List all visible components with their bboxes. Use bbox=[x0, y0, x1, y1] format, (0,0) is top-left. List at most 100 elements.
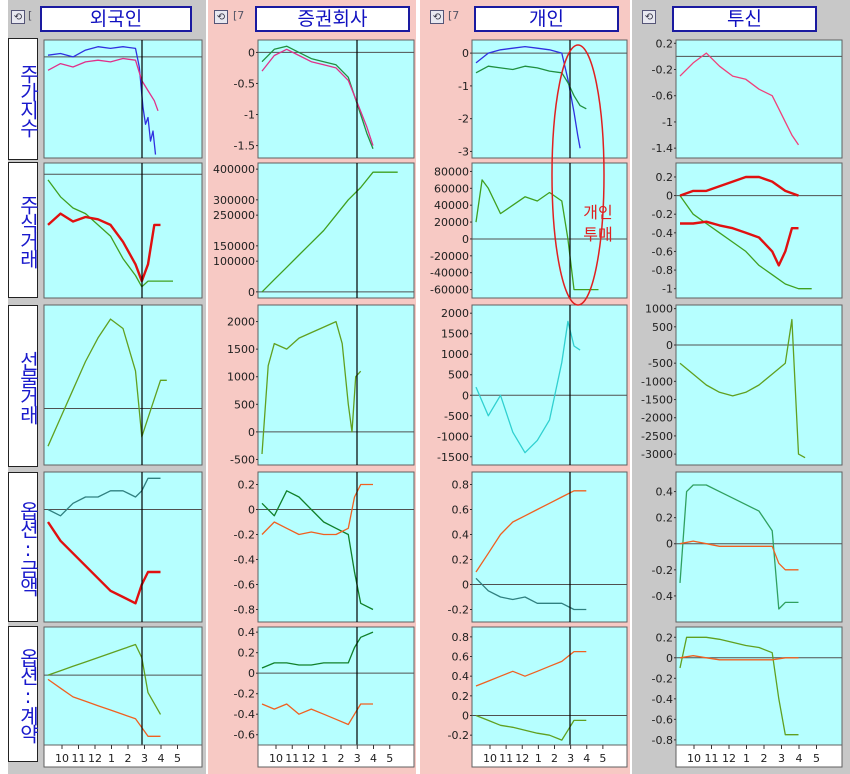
panel-c1r1 bbox=[257, 162, 415, 299]
panel-c0r4 bbox=[43, 626, 203, 746]
y-tick-label-c2r1-3: 20000 bbox=[434, 216, 469, 229]
y-tick-label-c2r3-5: -0.2 bbox=[448, 604, 469, 617]
y-tick-label-c3r1-3: -0.4 bbox=[652, 227, 673, 240]
x-tick-label-c3-3: 1 bbox=[743, 752, 750, 765]
panel-c3r1 bbox=[675, 162, 843, 299]
series-line-c1r0-1 bbox=[261, 48, 374, 146]
series-line-c2r0-1 bbox=[475, 65, 587, 110]
panel-c3r0 bbox=[675, 39, 843, 159]
series-line-c0r4-0 bbox=[47, 643, 162, 715]
row-label-option-amount: 옵션:금액 bbox=[8, 472, 40, 622]
y-tick-label-c2r0-2: -2 bbox=[458, 113, 469, 126]
x-tick-label-c1-2: 12 bbox=[302, 752, 316, 765]
panel-c1r0 bbox=[257, 39, 415, 159]
series-line-c1r1-0 bbox=[261, 171, 398, 293]
y-tick-label-c2r1-5: -20000 bbox=[430, 250, 469, 263]
window-icon-1[interactable]: ⟲ bbox=[11, 10, 25, 24]
series-line-c2r0-0 bbox=[475, 45, 581, 149]
y-tick-label-c3r0-1: -0.2 bbox=[652, 64, 673, 77]
x-tick-label-c1-4: 2 bbox=[338, 752, 345, 765]
y-tick-label-c3r2-2: 0 bbox=[666, 339, 673, 352]
x-tick-label-c0-4: 2 bbox=[125, 752, 132, 765]
y-tick-label-c3r4-4: -0.6 bbox=[652, 713, 673, 726]
panel-c2r4 bbox=[471, 626, 628, 746]
y-tick-label-c2r4-2: 0.4 bbox=[452, 670, 470, 683]
x-tick-label-c2-4: 2 bbox=[551, 752, 558, 765]
y-tick-label-c1r4-5: -0.6 bbox=[234, 729, 255, 742]
y-tick-label-c1r3-4: -0.6 bbox=[234, 579, 255, 592]
y-tick-label-c3r2-8: -3000 bbox=[641, 448, 673, 461]
x-tick-label-c0-2: 12 bbox=[88, 752, 102, 765]
series-line-c0r1-0 bbox=[47, 179, 173, 288]
y-tick-label-c3r4-1: 0 bbox=[666, 652, 673, 665]
y-tick-label-c3r2-6: -2000 bbox=[641, 412, 673, 425]
y-tick-label-c3r4-2: -0.2 bbox=[652, 672, 673, 685]
x-tick-label-c3-2: 12 bbox=[722, 752, 736, 765]
series-line-c0r4-1 bbox=[47, 678, 161, 737]
series-line-c2r3-0 bbox=[475, 490, 587, 573]
y-tick-label-c3r1-5: -0.8 bbox=[652, 264, 673, 277]
y-tick-label-c2r3-3: 0.2 bbox=[452, 554, 470, 567]
y-tick-label-c3r1-6: -1 bbox=[662, 283, 673, 296]
y-tick-label-c3r0-4: -1.4 bbox=[652, 142, 673, 155]
y-tick-label-c2r4-3: 0.2 bbox=[452, 690, 470, 703]
panel-c3r4 bbox=[675, 626, 843, 746]
y-tick-label-c1r1-2: 150000 bbox=[213, 240, 255, 253]
series-line-c0r0-0 bbox=[47, 46, 157, 155]
y-tick-label-c2r4-5: -0.2 bbox=[448, 729, 469, 742]
y-tick-label-c1r4-0: 0.4 bbox=[238, 626, 256, 639]
y-tick-label-c1r1-1: 100000 bbox=[213, 255, 255, 268]
y-tick-label-c2r1-2: 40000 bbox=[434, 199, 469, 212]
y-tick-label-c2r0-1: -1 bbox=[458, 80, 469, 93]
y-tick-label-c1r4-4: -0.4 bbox=[234, 708, 255, 721]
y-tick-label-c3r3-4: -0.4 bbox=[652, 590, 673, 603]
x-tick-label-c1-6: 4 bbox=[370, 752, 377, 765]
window-icon-3[interactable]: ⟲ bbox=[430, 10, 444, 24]
x-tick-label-c3-6: 4 bbox=[796, 752, 803, 765]
y-tick-label-c3r0-2: -0.6 bbox=[652, 90, 673, 103]
panel-c1r3 bbox=[257, 471, 415, 623]
y-tick-label-c2r2-0: 2000 bbox=[441, 307, 469, 320]
y-tick-label-c2r4-0: 0.8 bbox=[452, 631, 470, 644]
y-tick-label-c2r2-7: -1500 bbox=[437, 451, 469, 464]
y-tick-label-c1r2-3: 500 bbox=[234, 398, 255, 411]
panel-c1r4 bbox=[257, 626, 415, 746]
window-icon-4[interactable]: ⟲ bbox=[642, 10, 656, 24]
y-tick-label-c2r3-2: 0.4 bbox=[452, 529, 470, 542]
x-tick-label-c3-4: 2 bbox=[761, 752, 768, 765]
series-line-c3r3-0 bbox=[679, 484, 799, 610]
column-title-individual: 개인 bbox=[474, 6, 619, 32]
x-tick-label-c2-5: 3 bbox=[567, 752, 574, 765]
panel-c2r3 bbox=[471, 471, 628, 623]
y-tick-label-c3r1-0: 0.2 bbox=[656, 171, 674, 184]
series-line-c3r4-1 bbox=[679, 655, 799, 661]
series-line-c3r2-0 bbox=[679, 318, 806, 459]
x-tick-label-c0-6: 4 bbox=[158, 752, 165, 765]
x-axis-strip-c0 bbox=[43, 744, 203, 768]
x-tick-label-c0-3: 1 bbox=[108, 752, 115, 765]
panel-c2r2 bbox=[471, 304, 628, 466]
y-tick-label-c1r1-3: 250000 bbox=[213, 209, 255, 222]
y-tick-label-c3r2-7: -2500 bbox=[641, 430, 673, 443]
y-tick-label-c1r2-1: 1500 bbox=[227, 343, 255, 356]
panel-c0r2 bbox=[43, 304, 203, 466]
y-tick-label-c1r0-3: -1.5 bbox=[234, 140, 255, 153]
y-tick-label-c3r1-4: -0.6 bbox=[652, 245, 673, 258]
x-tick-label-c3-5: 3 bbox=[778, 752, 785, 765]
series-line-c0r3-1 bbox=[47, 521, 161, 605]
x-axis-strip-c3 bbox=[675, 744, 843, 768]
x-tick-label-c1-1: 11 bbox=[285, 752, 299, 765]
column-title-foreigner: 외국인 bbox=[40, 6, 192, 32]
panel-c0r1 bbox=[43, 162, 203, 299]
y-tick-label-c1r4-2: 0 bbox=[248, 667, 255, 680]
y-tick-label-c1r4-3: -0.2 bbox=[234, 688, 255, 701]
x-tick-label-c1-3: 1 bbox=[321, 752, 328, 765]
y-tick-label-c3r4-3: -0.4 bbox=[652, 693, 673, 706]
series-line-c3r4-0 bbox=[679, 636, 799, 736]
x-tick-label-c2-3: 1 bbox=[535, 752, 542, 765]
window-id-3: [7 bbox=[448, 9, 460, 22]
y-tick-label-c1r0-2: -1 bbox=[244, 109, 255, 122]
y-tick-label-c3r1-2: -0.2 bbox=[652, 208, 673, 221]
window-icon-2[interactable]: ⟲ bbox=[214, 10, 228, 24]
x-tick-label-c2-0: 10 bbox=[483, 752, 497, 765]
